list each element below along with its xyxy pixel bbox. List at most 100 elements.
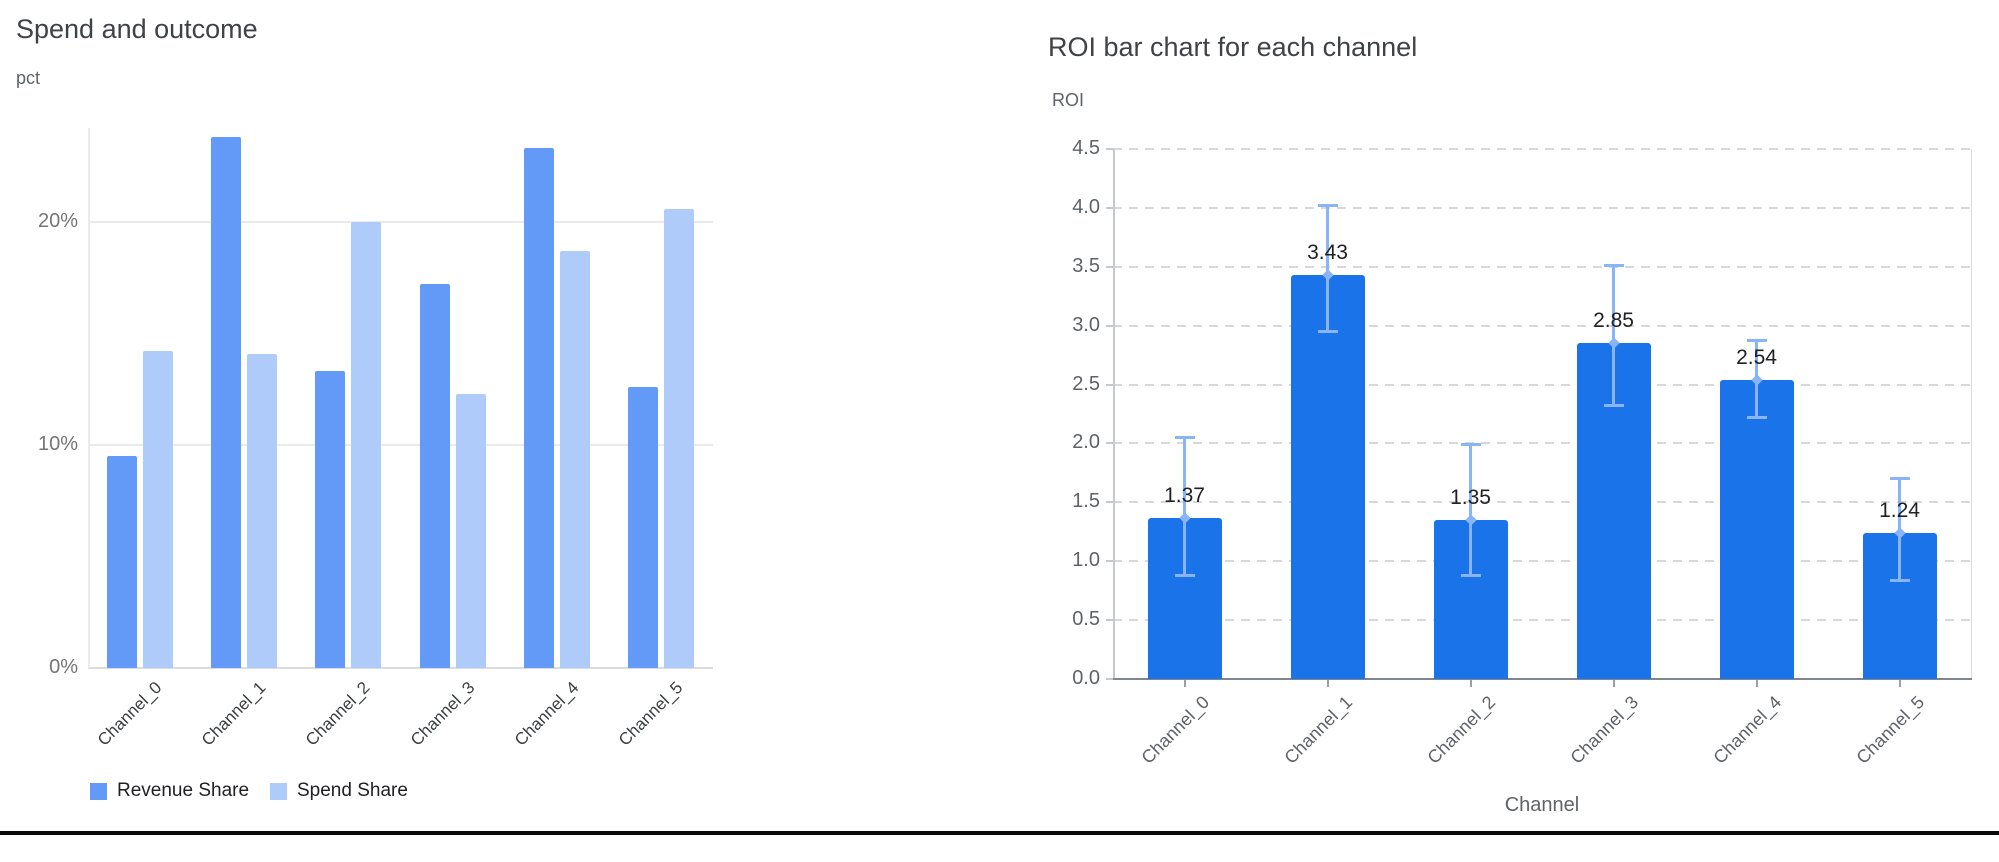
x-tick-label: Channel_4 (1708, 692, 1785, 768)
charts-dashboard: Spend and outcome pct 0% 10% 20% Channel_0 C… (0, 14, 1999, 835)
roi-chart: ROI bar chart for each channel ROI 0.0 0.… (1048, 32, 1972, 816)
bar-value-label-channel-4: 2.54 (1736, 345, 1777, 369)
bar-revenue-share-channel-3[interactable] (419, 284, 450, 668)
bar-value-label-channel-5: 1.24 (1879, 498, 1920, 522)
y-axis-tick (1106, 560, 1113, 563)
y-tick-label: 10% (37, 433, 78, 455)
y-axis-tick (1106, 678, 1113, 680)
x-axis-tick (1183, 680, 1186, 687)
legend-swatch-revenue-share (90, 782, 107, 800)
y-tick-label: 2.5 (1072, 372, 1100, 395)
x-axis-tick (1326, 680, 1329, 687)
y-axis-tick (1106, 324, 1113, 327)
y-axis-tick (1106, 501, 1113, 504)
gridline-dashed (1113, 442, 1971, 445)
y-tick-label: 0% (49, 656, 78, 678)
x-tick-label: Channel_0 (1136, 692, 1213, 768)
x-axis-tick (1469, 680, 1472, 687)
error-bar-cap-top-channel-5 (1889, 477, 1910, 481)
bar-spend-share-channel-1[interactable] (247, 353, 278, 668)
gridline-dashed (1113, 265, 1971, 268)
y-axis-tick (1106, 442, 1113, 445)
error-bar-cap-top-channel-2 (1460, 443, 1481, 447)
error-bar-cap-bottom-channel-2 (1460, 573, 1481, 577)
legend-label-spend-share: Spend Share (297, 780, 408, 801)
gridline (88, 667, 713, 669)
error-bar-cap-bottom-channel-3 (1603, 404, 1624, 408)
legend-item-spend-share[interactable]: Spend Share (270, 779, 408, 803)
roi-bar-channel-1[interactable] (1290, 275, 1365, 679)
bar-revenue-share-channel-2[interactable] (315, 371, 346, 668)
x-tick-label: Channel_2 (1422, 692, 1499, 768)
x-axis-tick (1755, 680, 1758, 687)
error-bar-cap-top-channel-3 (1603, 264, 1624, 268)
x-axis-line (1113, 678, 1972, 680)
bar-value-label-channel-1: 3.43 (1307, 241, 1348, 264)
error-bar-line-channel-1 (1326, 205, 1329, 332)
left-plot-area: 0% 10% 20% Channel_0 Channel_1 Channel_2 Chann… (37, 128, 713, 750)
y-tick-label: 4.5 (1072, 136, 1100, 159)
bar-spend-share-channel-5[interactable] (663, 208, 694, 668)
legend-label-revenue-share: Revenue Share (117, 780, 250, 801)
error-bar-cap-bottom-channel-4 (1746, 416, 1767, 420)
gridline-dashed (1113, 324, 1971, 327)
bar-revenue-share-channel-1[interactable] (211, 137, 242, 668)
plot-right-border (1971, 149, 1972, 679)
bar-spend-share-channel-3[interactable] (455, 393, 486, 668)
bar-value-label-channel-3: 2.85 (1593, 309, 1634, 333)
bar-value-label-channel-2: 1.35 (1450, 485, 1491, 509)
x-axis-tick (1612, 680, 1615, 687)
gridline-dashed (1113, 619, 1971, 622)
right-chart-title: ROI bar chart for each channel (1048, 32, 1418, 62)
error-bar-cap-top-channel-4 (1746, 339, 1767, 343)
gridline-dashed (1113, 206, 1971, 209)
bar-spend-share-channel-2[interactable] (351, 222, 382, 668)
x-tick-label: Channel_1 (1279, 692, 1356, 768)
y-tick-label: 4.0 (1072, 195, 1100, 218)
right-chart-y-axis-title: ROI (1052, 90, 1085, 110)
legend-item-revenue-share[interactable]: Revenue Share (90, 779, 249, 803)
bar-revenue-share-channel-0[interactable] (107, 456, 138, 668)
legend-swatch-spend-share (270, 782, 287, 800)
gridline (88, 221, 713, 223)
left-chart-legend: Revenue Share Spend Share (90, 779, 408, 803)
x-tick-label: Channel_3 (1565, 692, 1642, 768)
y-tick-label: 3.5 (1072, 254, 1100, 277)
y-axis-tick (1106, 265, 1113, 268)
error-bar-line-channel-2 (1469, 444, 1472, 576)
gridline-dashed (1113, 501, 1971, 504)
gridline (88, 444, 713, 446)
y-axis-tick (1106, 147, 1113, 150)
error-bar-cap-bottom-channel-1 (1317, 330, 1338, 334)
roi-bar-channel-4[interactable] (1719, 379, 1794, 679)
gridline-dashed (1113, 147, 1971, 150)
bar-value-label-channel-0: 1.37 (1164, 483, 1205, 507)
bar-revenue-share-channel-4[interactable] (523, 148, 554, 668)
x-tick-label: Channel_5 (1851, 692, 1928, 768)
error-bar-cap-top-channel-0 (1174, 436, 1195, 440)
error-bar-line-channel-3 (1612, 265, 1615, 406)
y-tick-label: 1.0 (1072, 549, 1100, 572)
y-tick-label: 0.0 (1072, 667, 1100, 689)
error-bar-line-channel-0 (1183, 437, 1186, 576)
y-tick-label: 1.5 (1072, 490, 1100, 513)
bar-revenue-share-channel-5[interactable] (627, 387, 658, 668)
y-tick-label: 2.0 (1072, 431, 1100, 454)
error-bar-cap-bottom-channel-0 (1174, 573, 1195, 577)
y-axis-line (1113, 149, 1115, 679)
y-tick-label: 20% (37, 210, 78, 232)
right-plot-area: 0.0 0.5 1.0 1.5 2.0 2.5 3.0 3.5 4.0 4.5 1.37 Channe… (1072, 136, 1972, 768)
y-axis-tick (1106, 206, 1113, 209)
y-axis-tick (1106, 619, 1113, 622)
left-chart-y-unit-label: pct (16, 68, 41, 88)
y-axis-line (88, 128, 90, 668)
y-tick-label: 3.0 (1072, 313, 1100, 336)
bar-spend-share-channel-0[interactable] (143, 351, 174, 668)
gridline-dashed (1113, 383, 1971, 386)
spend-outcome-chart: Spend and outcome pct 0% 10% 20% Channel_0 C… (16, 14, 713, 803)
bar-spend-share-channel-4[interactable] (559, 250, 590, 668)
right-chart-x-axis-title: Channel (1504, 794, 1580, 816)
gridline-dashed (1113, 560, 1971, 563)
y-axis-tick (1106, 383, 1113, 386)
y-tick-label: 0.5 (1072, 608, 1100, 631)
